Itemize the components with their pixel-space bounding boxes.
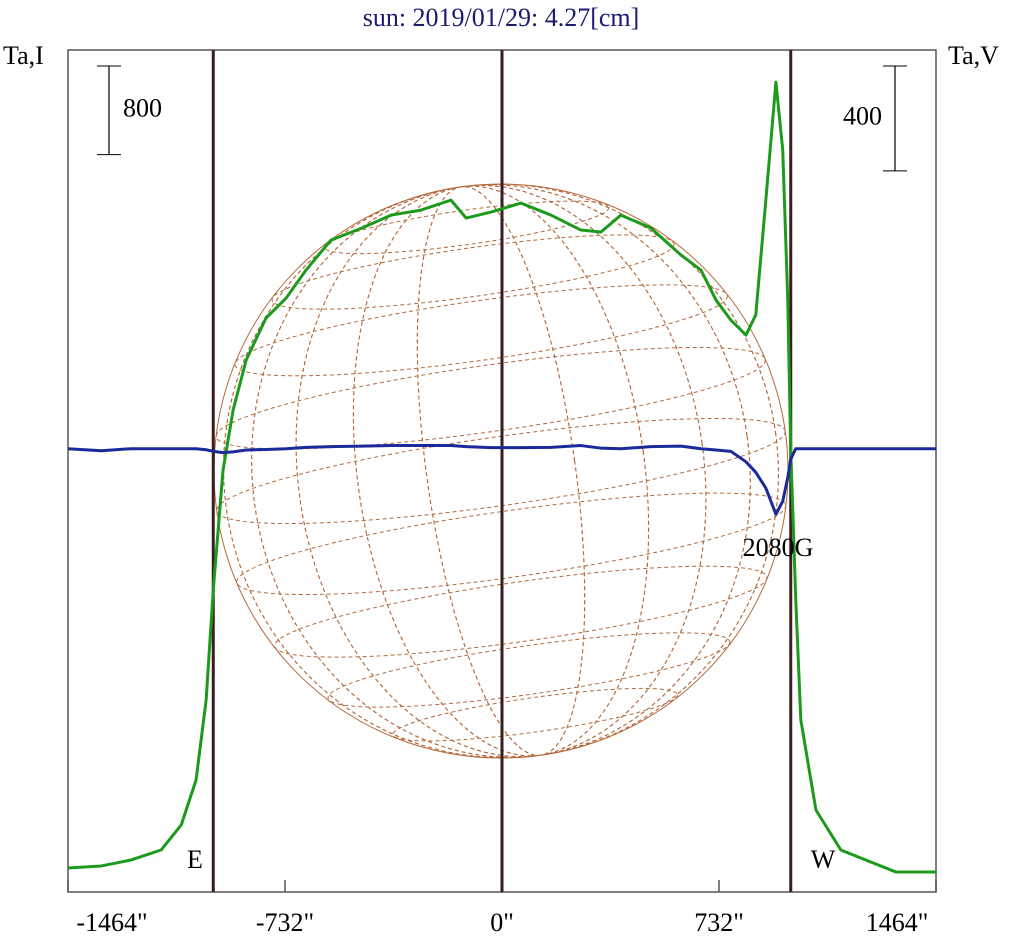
x-tick-label: 1464" — [866, 908, 929, 937]
parallel — [271, 234, 675, 310]
meridian — [352, 185, 650, 757]
x-tick-label: 0" — [490, 908, 514, 937]
series-line — [67, 444, 936, 516]
parallel — [327, 632, 731, 708]
series-line — [67, 80, 936, 874]
parallel — [234, 284, 728, 377]
scale-bar-label: 800 — [123, 93, 162, 122]
scale-bar-label: 400 — [843, 101, 882, 130]
x-tick-label: -1464" — [76, 908, 147, 937]
parallel — [236, 492, 787, 596]
parallel — [274, 565, 768, 658]
y2-axis-label: Ta,V — [948, 41, 999, 70]
meridian — [223, 183, 779, 759]
y-axis-label: Ta,I — [3, 41, 44, 70]
x-tick-label: -732" — [256, 908, 314, 937]
east-label: E — [187, 845, 203, 874]
solar-disk — [213, 183, 789, 759]
parallel — [215, 346, 766, 450]
annotation: 2080G — [743, 533, 814, 562]
parallel — [216, 417, 786, 525]
parallel — [392, 687, 678, 742]
west-label: W — [811, 845, 836, 874]
chart-title: sun: 2019/01/29: 4.27[cm] — [363, 3, 640, 32]
x-tick-label: 732" — [694, 908, 744, 937]
graticule — [215, 183, 787, 759]
parallel — [324, 200, 610, 255]
